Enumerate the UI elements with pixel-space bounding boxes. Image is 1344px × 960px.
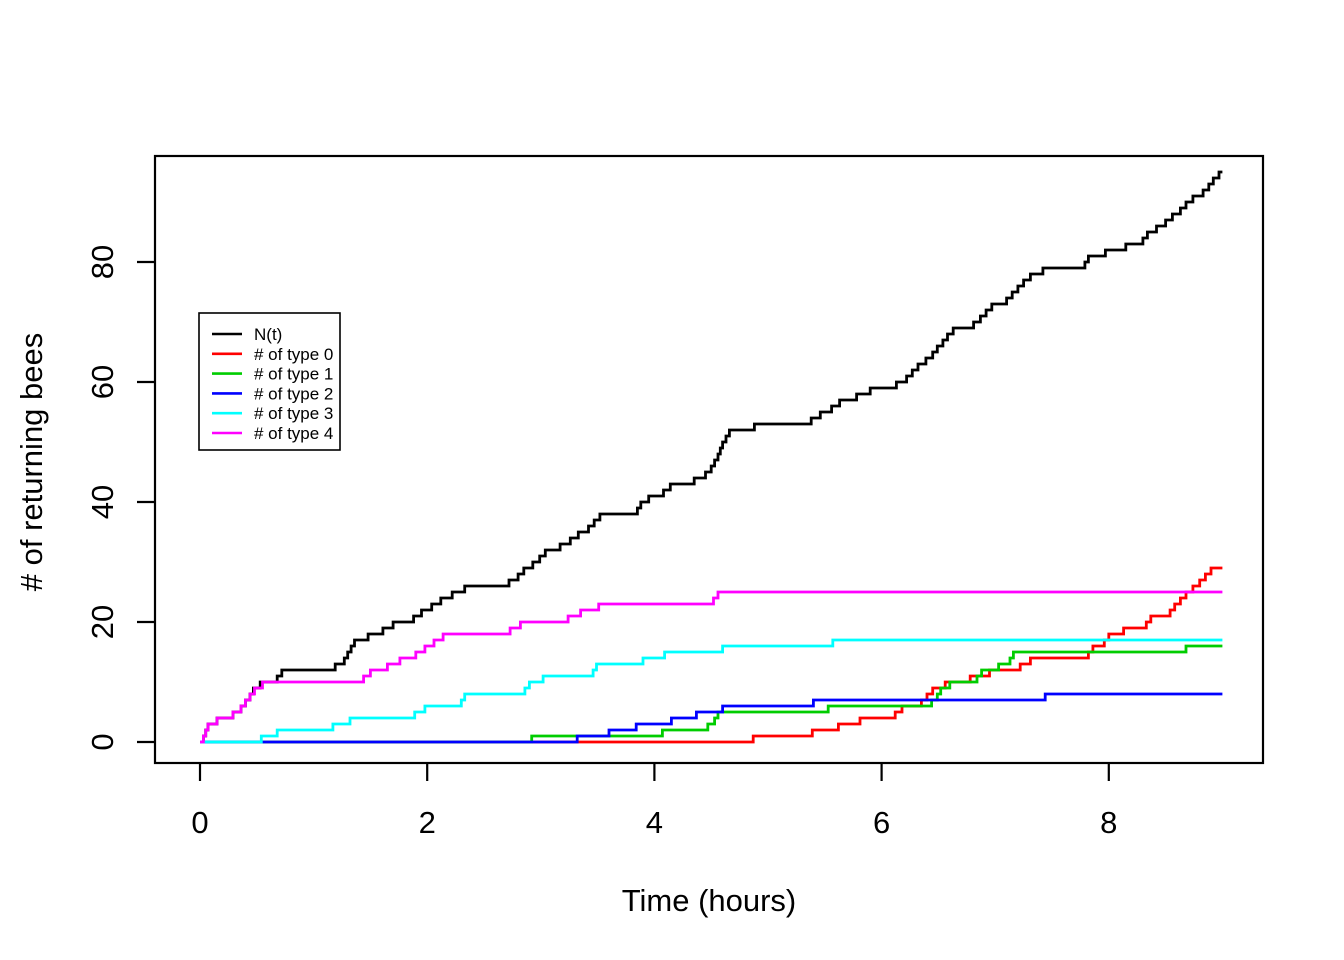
series-line-of-type-2	[200, 692, 1223, 744]
x-tick-label-8: 8	[1100, 805, 1117, 840]
y-tick-label-60: 60	[85, 365, 120, 399]
x-axis: 0 2 4 6 8	[191, 763, 1117, 840]
legend-box	[198, 312, 341, 451]
legend-label-of-type-0: # of type 0	[254, 345, 333, 364]
x-tick-label-6: 6	[873, 805, 890, 840]
y-tick-label-40: 40	[85, 485, 120, 519]
y-tick-label-0: 0	[85, 733, 120, 750]
legend-label-n-t: N(t)	[254, 325, 282, 344]
legend-label-of-type-1: # of type 1	[254, 365, 333, 384]
series-line-of-type-4	[200, 590, 1223, 744]
legend-label-of-type-4: # of type 4	[254, 424, 333, 443]
y-axis: 0 20 40 60 80	[85, 245, 155, 751]
series-line-of-type-3	[200, 638, 1223, 744]
series-line-of-type-0	[200, 566, 1223, 744]
x-tick-label-4: 4	[646, 805, 663, 840]
y-tick-label-80: 80	[85, 245, 120, 279]
x-tick-label-0: 0	[191, 805, 208, 840]
x-axis-title: Time (hours)	[622, 883, 797, 918]
y-tick-label-20: 20	[85, 605, 120, 639]
series-line-of-type-1	[200, 644, 1223, 744]
legend-label-of-type-3: # of type 3	[254, 404, 333, 423]
series-line-n-t	[200, 170, 1223, 744]
legend-label-of-type-2: # of type 2	[254, 384, 333, 403]
y-axis-title: # of returning bees	[14, 333, 49, 592]
plot-border	[153, 154, 1265, 765]
legend: N(t)# of type 0# of type 1# of type 2# o…	[198, 312, 341, 451]
x-tick-label-2: 2	[419, 805, 436, 840]
series-lines	[200, 170, 1223, 744]
